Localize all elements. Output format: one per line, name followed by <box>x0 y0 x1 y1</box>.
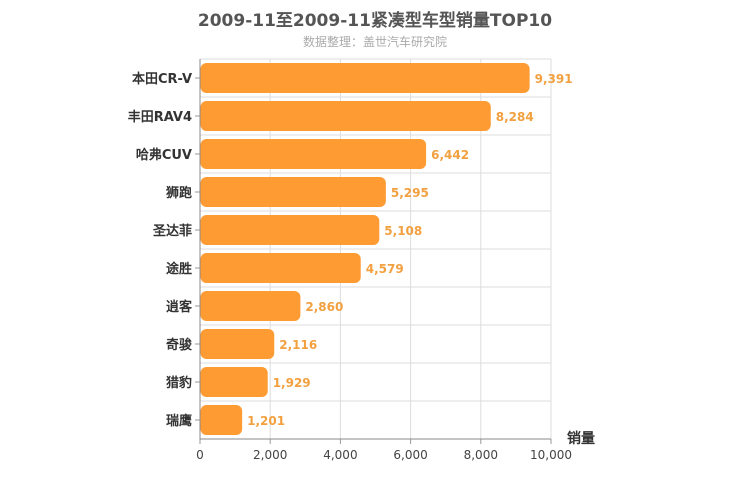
bar[interactable] <box>200 177 386 207</box>
bar[interactable] <box>200 405 243 435</box>
value-label: 5,295 <box>391 186 429 200</box>
value-label: 6,442 <box>431 148 469 162</box>
value-label: 5,108 <box>384 224 422 238</box>
category-label: 途胜 <box>166 261 192 277</box>
category-label: 奇骏 <box>166 337 193 353</box>
bar[interactable] <box>200 367 268 397</box>
category-label: 丰田RAV4 <box>128 109 192 125</box>
value-label: 1,201 <box>247 414 285 428</box>
chart-subtitle: 数据整理：盖世汽车研究院 <box>302 35 447 49</box>
category-label: 逍客 <box>166 299 193 315</box>
bar[interactable] <box>200 329 275 359</box>
x-tick-label: 4,000 <box>323 448 357 462</box>
axes: 0 2,000 4,000 6,000 8,000 10,000 本田CR-V 丰田RAV4 哈… <box>128 59 572 462</box>
category-label: 猎豹 <box>166 375 192 391</box>
x-tick-label: 6,000 <box>393 448 427 462</box>
bar[interactable] <box>200 101 491 131</box>
x-tick-label: 0 <box>196 448 204 462</box>
category-label: 哈弗CUV <box>136 147 192 163</box>
value-label: 1,929 <box>273 376 311 390</box>
category-label: 瑞鹰 <box>166 413 192 429</box>
bars: 9,391 8,284 6,442 5,295 5,108 4,579 2,860 2,116… <box>200 63 573 435</box>
bar[interactable] <box>200 291 301 321</box>
category-label: 圣达菲 <box>153 223 192 239</box>
bar[interactable] <box>200 215 380 245</box>
chart-title: 2009-11至2009-11紧凑型车型销量TOP10 <box>197 11 553 31</box>
x-tick-label: 10,000 <box>530 448 572 462</box>
value-label: 9,391 <box>535 72 573 86</box>
value-label: 2,116 <box>279 338 317 352</box>
category-label: 狮跑 <box>165 185 192 201</box>
bar[interactable] <box>200 63 530 93</box>
value-label: 8,284 <box>496 110 534 124</box>
value-label: 4,579 <box>366 262 404 276</box>
x-tick-label: 8,000 <box>464 448 498 462</box>
x-axis-title: 销量 <box>567 430 595 447</box>
bar[interactable] <box>200 139 427 169</box>
category-label: 本田CR-V <box>132 71 192 87</box>
value-label: 2,860 <box>305 300 343 314</box>
x-tick-label: 2,000 <box>253 448 287 462</box>
bar[interactable] <box>200 253 361 283</box>
